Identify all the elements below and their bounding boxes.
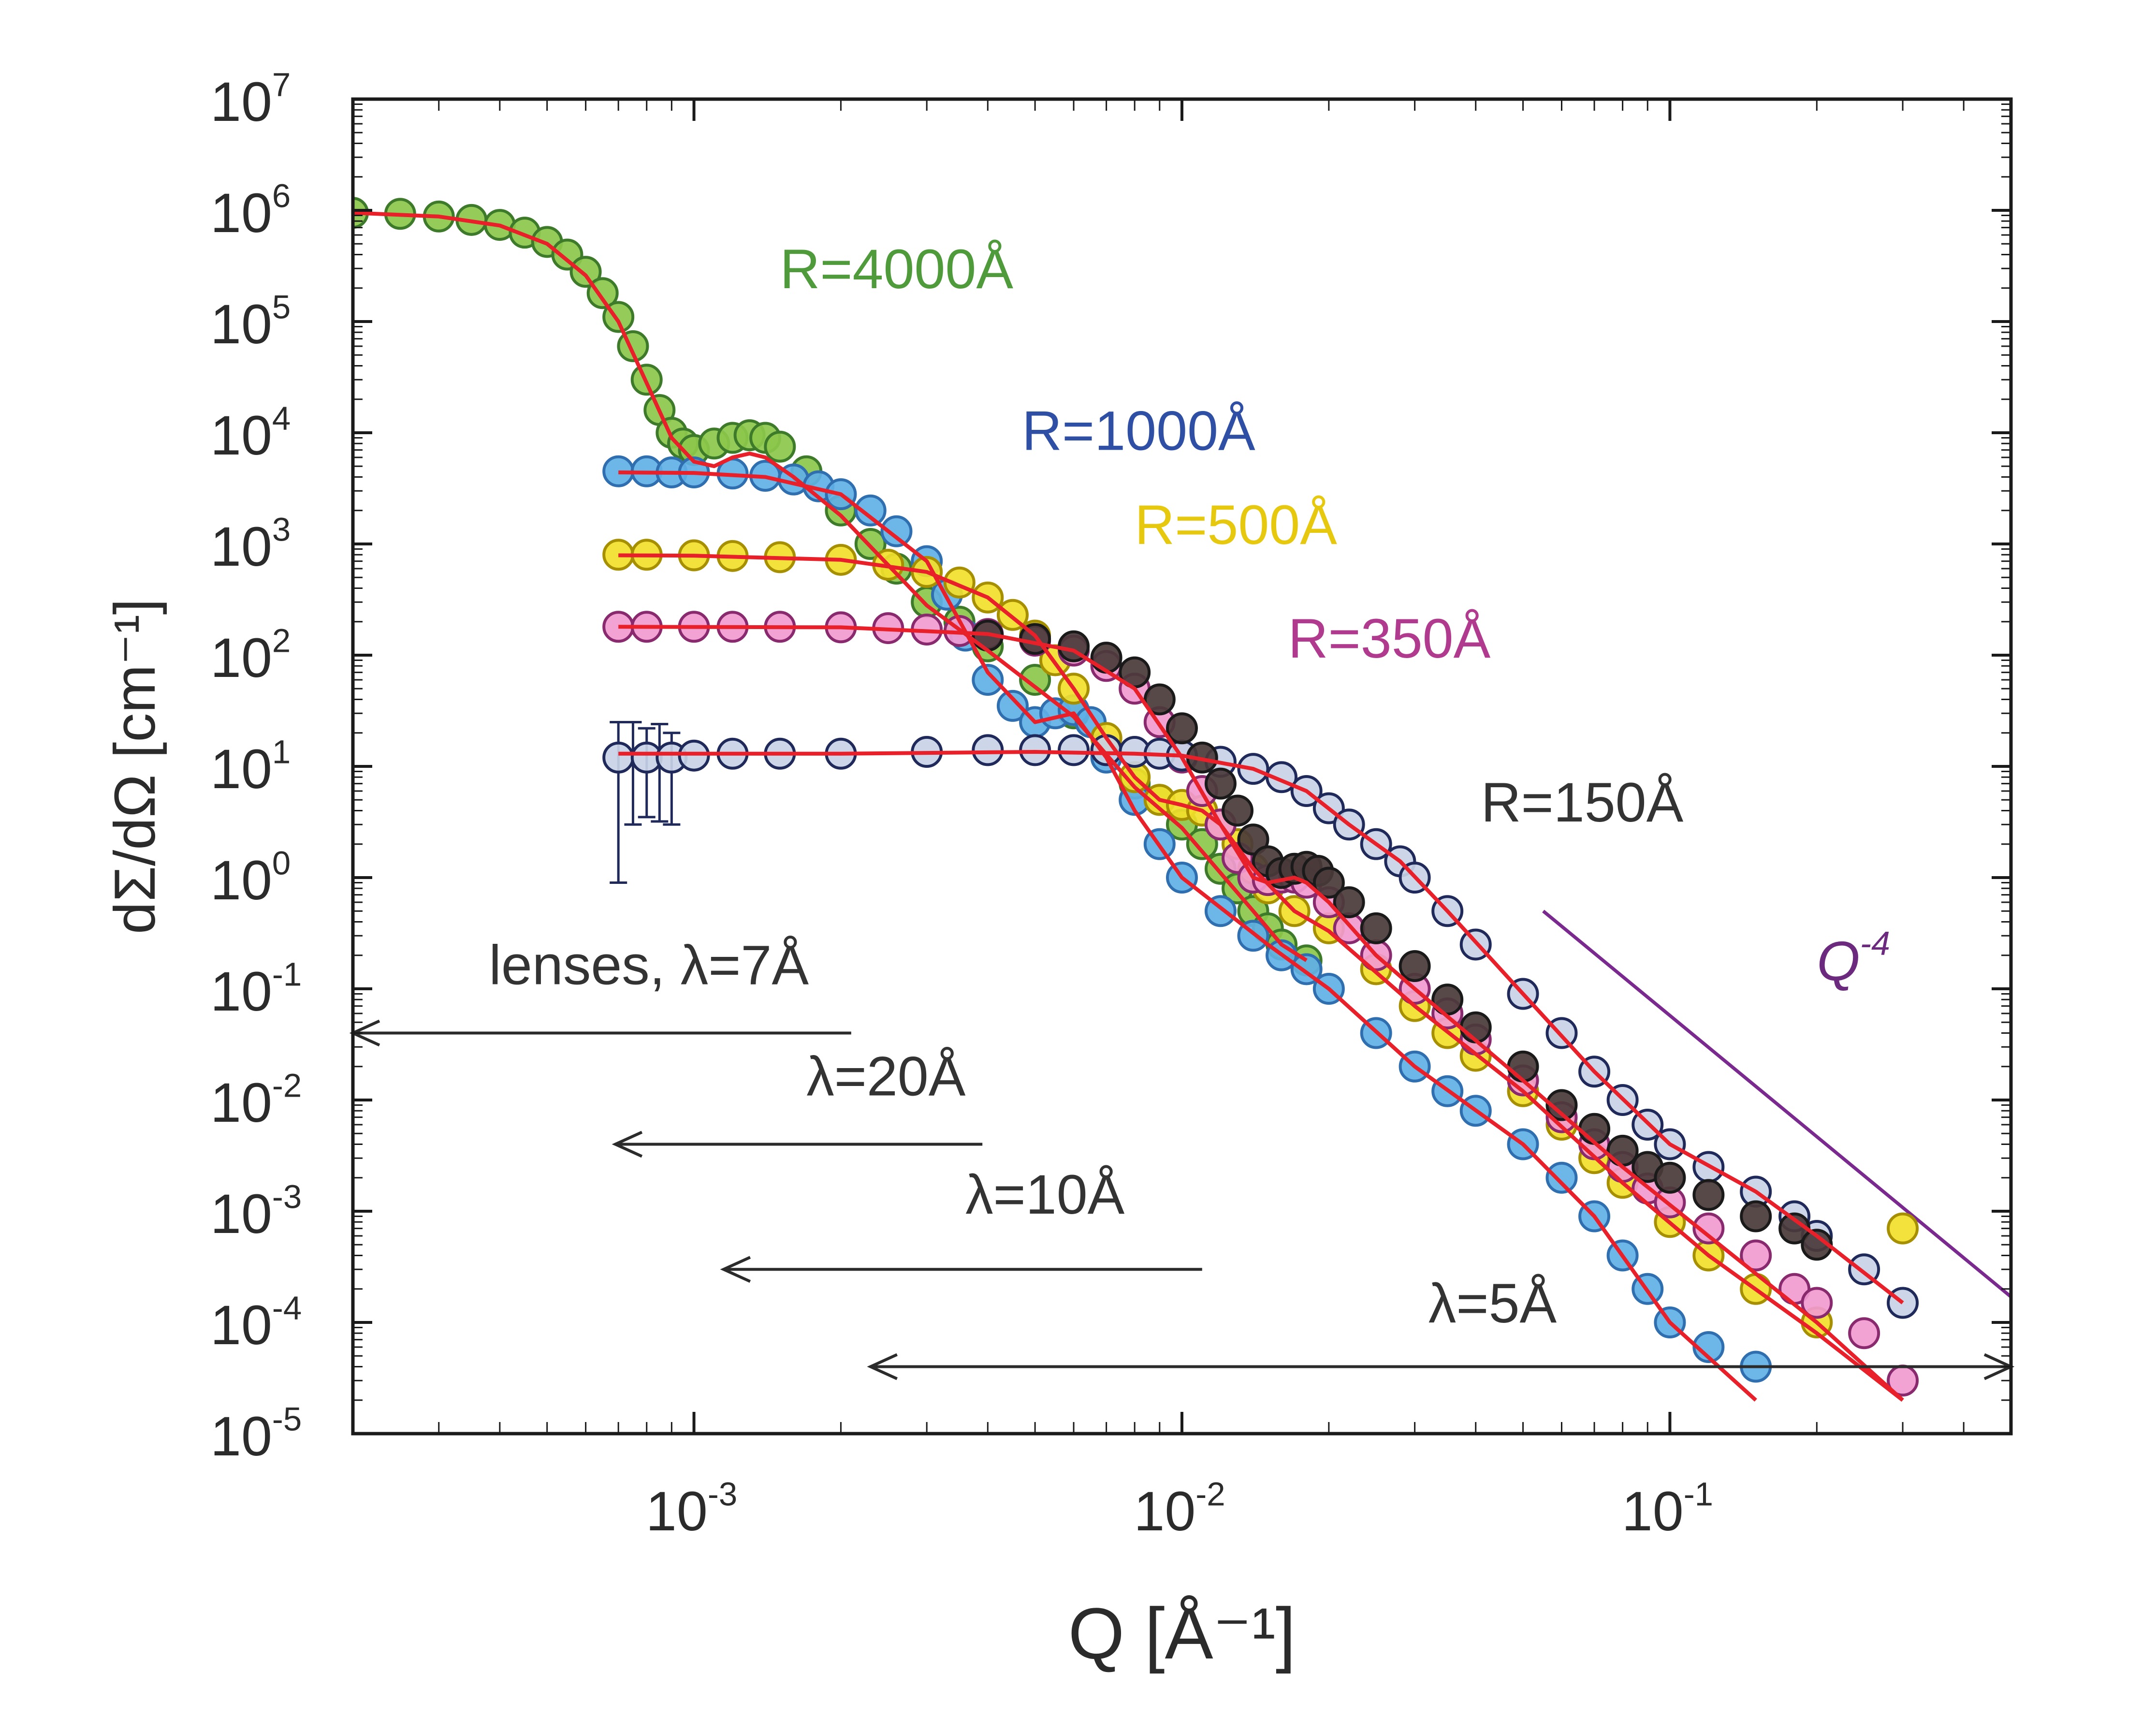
arrow-λ=10Å xyxy=(720,1256,1202,1283)
data-point xyxy=(1166,712,1198,745)
annotation-label: R=500Å xyxy=(1135,494,1337,556)
annotations: R=4000Å R=1000Å R=500Å R=350Å R=150Å lenses, … xyxy=(489,238,1890,1335)
data-point xyxy=(569,256,602,288)
axis-ticks xyxy=(352,98,2012,1435)
data-point xyxy=(1312,866,1345,899)
x-tick-label: 10-3 xyxy=(646,1475,737,1542)
fit-150-curve xyxy=(618,750,1904,1305)
x-tick-label: 10-1 xyxy=(1622,1475,1713,1542)
y-tick-label: 106 xyxy=(210,177,291,244)
data-markers xyxy=(353,197,1919,1397)
fit-4000-curve xyxy=(353,211,1308,962)
data-point xyxy=(1186,828,1218,860)
y-tick-label: 10-3 xyxy=(210,1178,302,1245)
y-tick-label: 101 xyxy=(210,733,291,800)
data-point xyxy=(1398,950,1431,983)
y-tick-label: 105 xyxy=(210,288,291,355)
data-point xyxy=(1545,1161,1578,1194)
data-point xyxy=(880,515,913,547)
annotation-label: R=350Å xyxy=(1288,608,1491,670)
data-point xyxy=(996,689,1029,722)
arrow-λ=20Å xyxy=(612,1130,983,1158)
data-point xyxy=(1692,1212,1725,1245)
data-point xyxy=(972,734,1004,766)
y-tick-label: 10-4 xyxy=(210,1289,302,1356)
data-point xyxy=(1801,1287,1833,1319)
data-point xyxy=(1058,734,1090,766)
data-point xyxy=(1740,1200,1772,1232)
data-point xyxy=(1143,683,1176,716)
y-tick-label: 10-2 xyxy=(210,1067,302,1134)
data-point xyxy=(1222,794,1254,827)
y-axis-title: dΣ/dΩ [cm⁻¹] xyxy=(102,599,167,934)
y-tick-label: 102 xyxy=(210,622,291,689)
annotation-label: λ=10Å xyxy=(965,1164,1125,1226)
fit-curves xyxy=(353,211,1904,1402)
y-tick-label: 10-5 xyxy=(210,1400,302,1467)
data-point xyxy=(1204,767,1237,800)
data-point xyxy=(1801,1229,1833,1261)
arrow-head xyxy=(720,1256,751,1283)
data-point xyxy=(1692,1179,1725,1211)
data-point xyxy=(1237,823,1269,856)
q4-reference-line xyxy=(1542,910,2011,1298)
y-tick-label: 107 xyxy=(210,66,291,133)
data-point xyxy=(1459,1011,1492,1043)
y-tick-label: 103 xyxy=(210,511,291,578)
annotation-label: lenses, λ=7Å xyxy=(489,934,809,996)
data-point xyxy=(1654,1161,1686,1194)
annotation-label: R=4000Å xyxy=(780,238,1013,300)
q4-label: Q-4 xyxy=(1817,924,1890,992)
annotation-label: R=150Å xyxy=(1481,772,1684,834)
y-tick-label: 100 xyxy=(210,844,291,911)
fit-350-curve xyxy=(618,625,1904,1402)
x-tick-label: 10-2 xyxy=(1134,1475,1225,1542)
y-tick-labels: 107 106 105 104 103 102 101 100 10-1 10-2 10-3 10-4… xyxy=(210,66,302,1467)
y-tick-label: 10-1 xyxy=(210,955,302,1023)
annotation-label: λ=5Å xyxy=(1428,1273,1557,1335)
arrow-head xyxy=(612,1130,643,1158)
data-point xyxy=(972,664,1004,696)
fit-1000-curve xyxy=(618,470,1757,1402)
data-point xyxy=(1692,1331,1725,1364)
data-point xyxy=(1019,664,1051,696)
q4-line xyxy=(1542,910,2011,1298)
data-point xyxy=(854,494,887,527)
annotation-label: λ=20Å xyxy=(806,1045,966,1107)
data-point xyxy=(1090,642,1122,674)
data-point xyxy=(1740,1239,1772,1272)
data-point xyxy=(1507,1050,1539,1083)
arrow-head xyxy=(867,1353,898,1380)
data-point xyxy=(1333,886,1365,919)
data-point xyxy=(764,430,796,463)
data-point xyxy=(602,741,635,774)
x-tick-labels: 10-3 10-2 10-1 xyxy=(646,1475,1713,1542)
data-point xyxy=(1848,1317,1880,1350)
data-point xyxy=(1578,1113,1611,1145)
annotation-label: R=1000Å xyxy=(1022,400,1255,462)
x-axis-title: Q [Å⁻¹] xyxy=(1068,1593,1296,1674)
fit-500-curve xyxy=(618,553,1904,1402)
data-point xyxy=(1887,1212,1919,1245)
y-tick-label: 104 xyxy=(210,399,291,467)
data-point xyxy=(1545,1089,1578,1121)
data-point xyxy=(1360,912,1392,944)
data-point xyxy=(1606,1134,1639,1167)
